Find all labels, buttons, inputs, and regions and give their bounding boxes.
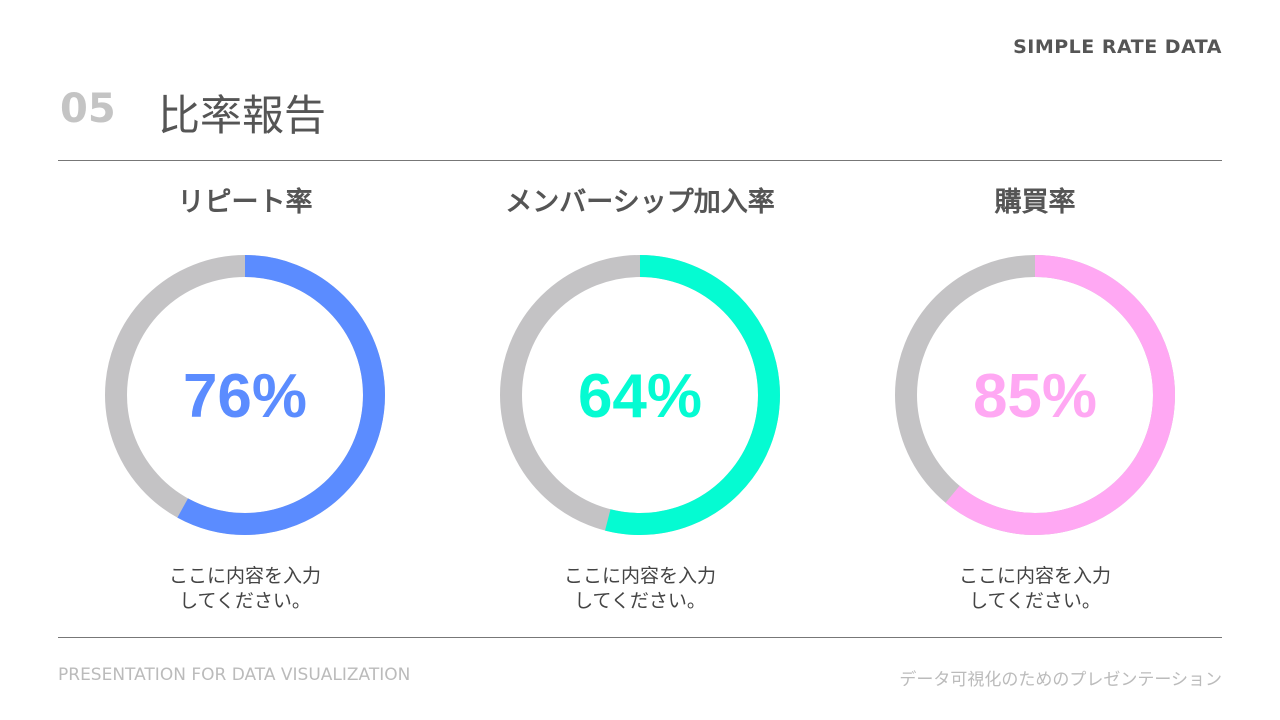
description-line: してください。 xyxy=(179,590,311,612)
donut-panel: リピート率 76% ここに内容を入力 してください。 xyxy=(45,180,445,614)
chart-title: リピート率 xyxy=(177,187,313,218)
footer-right: データ可視化のためのプレゼンテーション xyxy=(899,670,1222,690)
donut-chart: 85% xyxy=(895,255,1175,535)
description-line: ここに内容を入力 xyxy=(958,565,1111,587)
description-line: ここに内容を入力 xyxy=(168,565,321,587)
donut-panel: 購買率 85% ここに内容を入力 してください。 xyxy=(835,180,1235,614)
percent-label: 85% xyxy=(973,362,1097,431)
donut-value-arc xyxy=(895,255,1175,535)
chart-title: 購買率 xyxy=(994,187,1076,218)
description: ここに内容を入力 してください。 xyxy=(440,564,840,614)
top-divider xyxy=(58,160,1222,161)
page-title: 比率報告 xyxy=(158,91,327,140)
slide-tag: SIMPLE RATE DATA xyxy=(1013,36,1222,58)
donut-value-arc xyxy=(105,255,385,535)
description: ここに内容を入力 してください。 xyxy=(835,564,1235,614)
donut-panel: メンバーシップ加入率 64% ここに内容を入力 してください。 xyxy=(440,180,840,614)
description: ここに内容を入力 してください。 xyxy=(45,564,445,614)
bottom-divider xyxy=(58,637,1222,638)
chart-title: メンバーシップ加入率 xyxy=(505,187,775,218)
percent-label: 76% xyxy=(183,362,307,431)
description-line: してください。 xyxy=(969,590,1101,612)
donut-value-arc xyxy=(500,255,780,535)
description-line: ここに内容を入力 xyxy=(563,565,716,587)
footer-left: PRESENTATION FOR DATA VISUALIZATION xyxy=(58,665,411,685)
description-line: してください。 xyxy=(574,590,706,612)
donut-chart: 64% xyxy=(500,255,780,535)
section-number: 05 xyxy=(60,86,116,132)
percent-label: 64% xyxy=(578,362,702,431)
donut-chart: 76% xyxy=(105,255,385,535)
